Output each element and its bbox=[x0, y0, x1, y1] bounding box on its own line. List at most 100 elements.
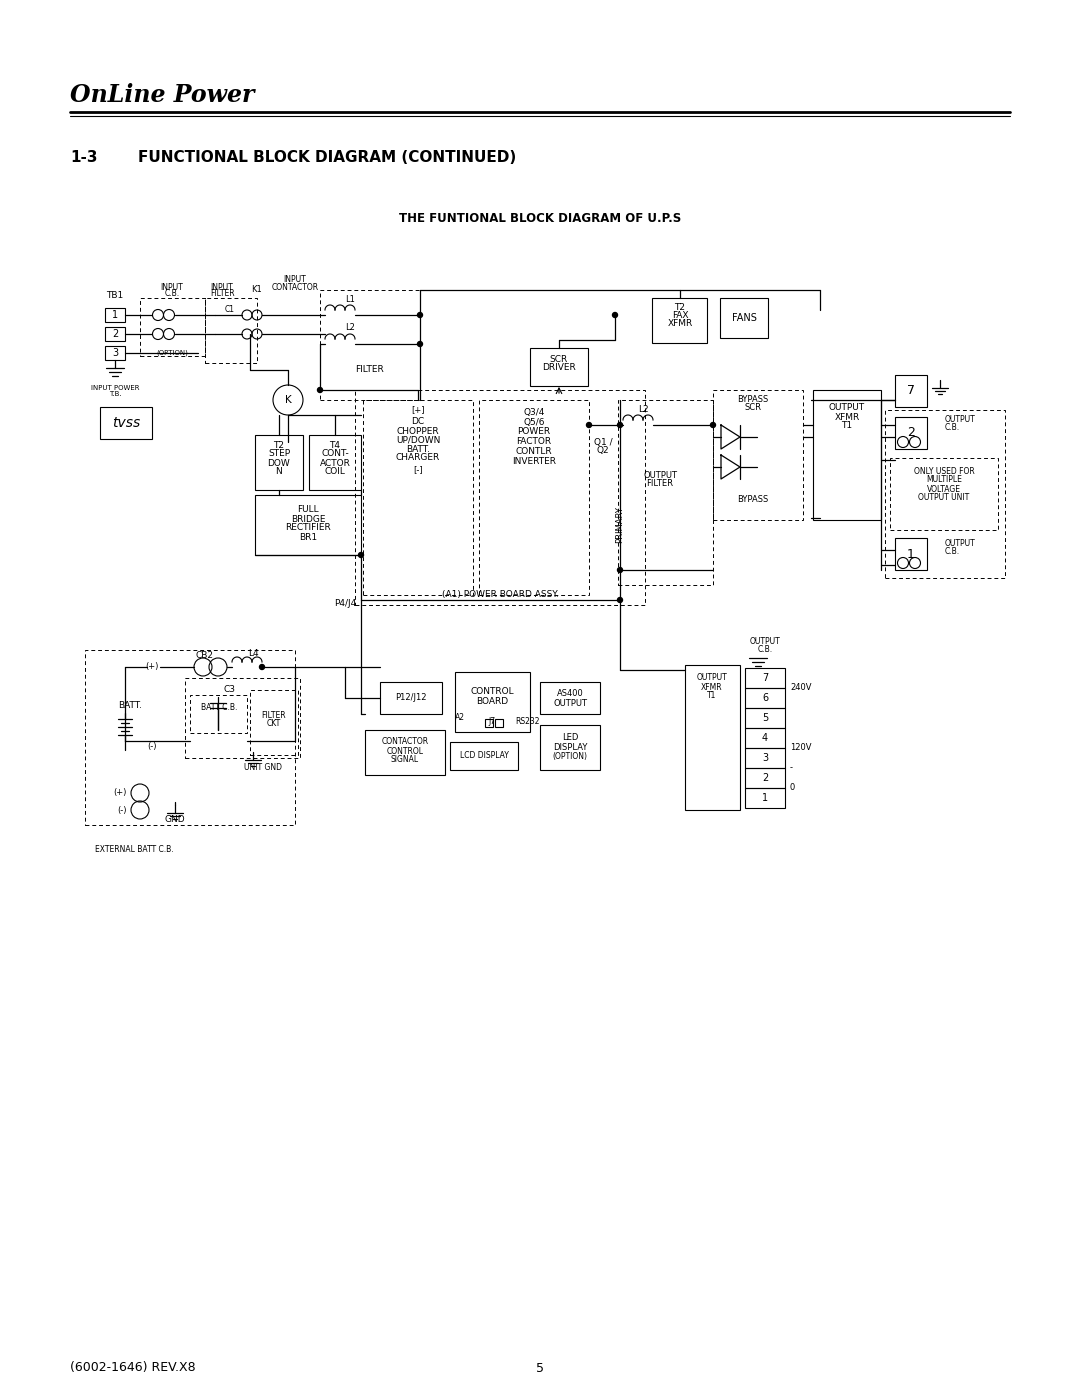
Text: P12/J12: P12/J12 bbox=[395, 693, 427, 703]
Text: L1: L1 bbox=[346, 296, 355, 305]
Text: P4/J4: P4/J4 bbox=[334, 599, 356, 609]
Text: INPUT: INPUT bbox=[161, 282, 184, 292]
Text: C3: C3 bbox=[224, 686, 237, 694]
Bar bbox=[485, 719, 492, 726]
Text: (-): (-) bbox=[118, 806, 127, 814]
Text: XFMR: XFMR bbox=[835, 412, 860, 422]
Bar bbox=[100, 407, 152, 439]
Text: L2: L2 bbox=[637, 405, 648, 415]
Text: LCD DISPLAY: LCD DISPLAY bbox=[460, 752, 509, 760]
Text: OUTPUT: OUTPUT bbox=[697, 673, 727, 683]
Bar bbox=[618, 400, 713, 585]
Text: XFMR: XFMR bbox=[701, 683, 723, 692]
Text: TB1: TB1 bbox=[106, 291, 123, 299]
Circle shape bbox=[586, 422, 592, 427]
Text: (+): (+) bbox=[113, 788, 127, 798]
Text: OnLine Power: OnLine Power bbox=[70, 82, 255, 108]
Bar bbox=[255, 434, 303, 490]
Text: T2: T2 bbox=[675, 303, 686, 313]
Text: 3: 3 bbox=[112, 348, 118, 358]
Text: DISPLAY: DISPLAY bbox=[553, 742, 588, 752]
Text: (6002-1646) REV.X8: (6002-1646) REV.X8 bbox=[70, 1362, 195, 1375]
Text: (OPTION): (OPTION) bbox=[157, 349, 188, 356]
Bar bbox=[185, 678, 300, 759]
Circle shape bbox=[259, 665, 265, 669]
Bar bbox=[885, 409, 1005, 578]
Text: L2: L2 bbox=[346, 324, 355, 332]
Text: C.B.: C.B. bbox=[757, 645, 772, 655]
Circle shape bbox=[418, 341, 422, 346]
Bar bbox=[745, 788, 785, 807]
Bar bbox=[205, 298, 257, 363]
Bar bbox=[652, 298, 707, 344]
Text: INVERTER: INVERTER bbox=[512, 457, 556, 467]
Text: L4: L4 bbox=[247, 648, 258, 658]
Bar bbox=[745, 668, 785, 687]
Text: RECTIFIER: RECTIFIER bbox=[285, 524, 330, 532]
Bar bbox=[890, 458, 998, 529]
Text: FACTOR: FACTOR bbox=[516, 437, 552, 447]
Text: BR1: BR1 bbox=[299, 532, 318, 542]
Text: T1: T1 bbox=[707, 692, 717, 700]
Text: GND: GND bbox=[164, 816, 186, 824]
Text: SIGNAL: SIGNAL bbox=[391, 756, 419, 764]
Text: INPUT: INPUT bbox=[210, 282, 233, 292]
Text: K1: K1 bbox=[252, 285, 262, 293]
Bar bbox=[85, 650, 295, 826]
Bar bbox=[249, 690, 298, 754]
Bar bbox=[355, 390, 645, 605]
Text: 3: 3 bbox=[761, 753, 768, 763]
Text: STEP: STEP bbox=[268, 450, 291, 458]
Circle shape bbox=[711, 422, 715, 427]
Text: EXTERNAL BATT C.B.: EXTERNAL BATT C.B. bbox=[95, 845, 174, 855]
Text: FILTER: FILTER bbox=[210, 289, 234, 298]
Bar bbox=[363, 400, 473, 595]
Text: CONTACTOR: CONTACTOR bbox=[381, 738, 429, 746]
Text: OUTPUT: OUTPUT bbox=[945, 539, 975, 549]
Bar bbox=[380, 682, 442, 714]
Text: FILTER: FILTER bbox=[647, 479, 674, 489]
Text: CONTLR: CONTLR bbox=[515, 447, 552, 457]
Text: OUTPUT: OUTPUT bbox=[643, 471, 677, 479]
Bar bbox=[450, 742, 518, 770]
Bar bbox=[105, 346, 125, 360]
Bar bbox=[745, 747, 785, 768]
Text: DRIVER: DRIVER bbox=[542, 363, 576, 373]
Bar bbox=[495, 719, 503, 726]
Bar bbox=[745, 768, 785, 788]
Text: COIL: COIL bbox=[325, 468, 346, 476]
Text: CKT: CKT bbox=[267, 718, 281, 728]
Text: 0: 0 bbox=[789, 784, 795, 792]
Text: POWER: POWER bbox=[517, 427, 551, 436]
Text: (OPTION): (OPTION) bbox=[553, 752, 588, 760]
Text: CHOPPER: CHOPPER bbox=[396, 426, 440, 436]
Text: VOLTAGE: VOLTAGE bbox=[927, 485, 961, 493]
Text: 1-3: 1-3 bbox=[70, 151, 97, 165]
Circle shape bbox=[418, 313, 422, 317]
Text: Q3/4: Q3/4 bbox=[524, 408, 544, 416]
Text: THE FUNTIONAL BLOCK DIAGRAM OF U.P.S: THE FUNTIONAL BLOCK DIAGRAM OF U.P.S bbox=[399, 211, 681, 225]
Bar bbox=[105, 327, 125, 341]
Text: CONT-: CONT- bbox=[321, 450, 349, 458]
Text: XFMR: XFMR bbox=[667, 320, 692, 328]
Text: FANS: FANS bbox=[731, 313, 756, 323]
Text: 6: 6 bbox=[761, 693, 768, 703]
Text: ONLY USED FOR: ONLY USED FOR bbox=[914, 467, 974, 475]
Text: LED: LED bbox=[562, 732, 578, 742]
Text: OUTPUT: OUTPUT bbox=[553, 698, 588, 707]
Circle shape bbox=[618, 567, 622, 573]
Text: BATT C.B.: BATT C.B. bbox=[201, 703, 238, 711]
Text: J7: J7 bbox=[488, 718, 496, 726]
Circle shape bbox=[618, 422, 622, 427]
Bar bbox=[480, 400, 589, 595]
Text: 2: 2 bbox=[907, 426, 915, 440]
Text: A2: A2 bbox=[455, 714, 465, 722]
Text: Q5/6: Q5/6 bbox=[523, 418, 544, 426]
Text: C.B.: C.B. bbox=[164, 289, 179, 299]
Bar bbox=[895, 538, 927, 570]
Text: DC: DC bbox=[411, 418, 424, 426]
Text: N: N bbox=[275, 468, 282, 476]
Text: AS400: AS400 bbox=[556, 690, 583, 698]
Text: CB2: CB2 bbox=[195, 651, 214, 659]
Text: ACTOR: ACTOR bbox=[320, 458, 350, 468]
